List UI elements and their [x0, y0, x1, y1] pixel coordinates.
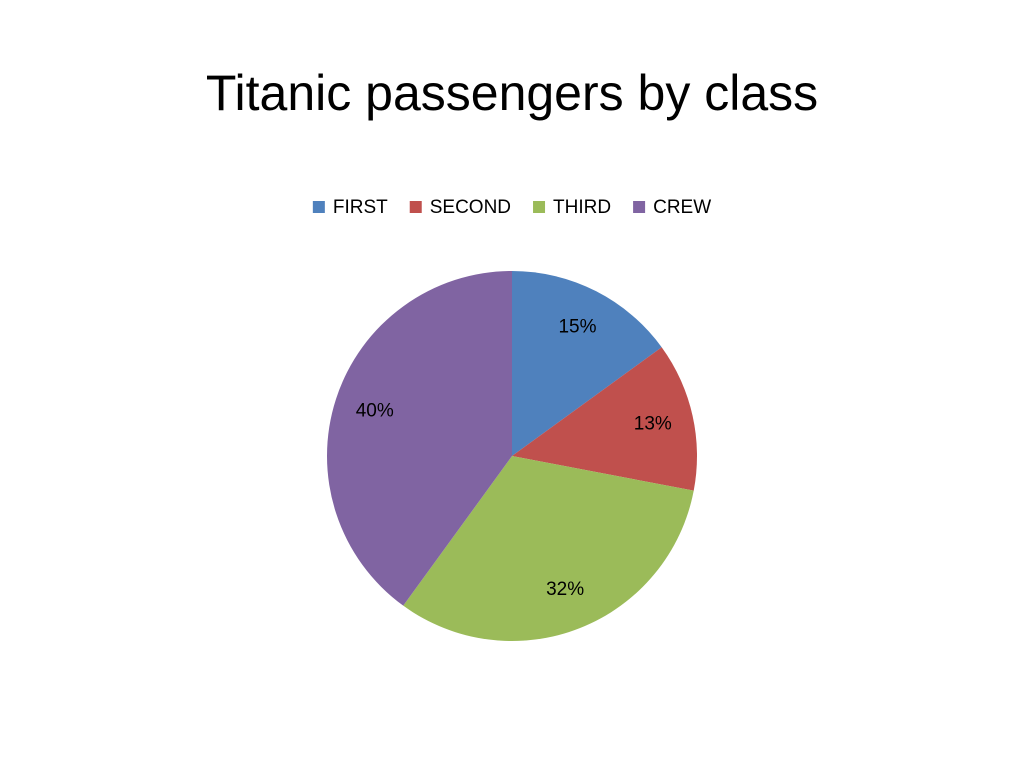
legend-swatch — [312, 201, 325, 213]
legend-label: SECOND — [430, 197, 511, 218]
pie-slice — [512, 347, 698, 491]
legend-label: CREW — [653, 197, 711, 218]
legend-swatch — [533, 201, 546, 213]
legend-label: FIRST — [333, 197, 388, 218]
data-label: 13% — [634, 414, 672, 435]
chart-title: Titanic passengers by class — [206, 65, 818, 121]
pie-slice — [512, 271, 662, 456]
legend-swatch — [409, 201, 422, 213]
legend-swatch — [633, 201, 646, 213]
data-label: 40% — [356, 400, 394, 421]
data-label: 32% — [546, 579, 584, 600]
data-label: 15% — [558, 316, 596, 337]
legend-label: THIRD — [553, 197, 611, 218]
pie-slice — [403, 456, 694, 642]
pie-slice — [327, 271, 512, 606]
